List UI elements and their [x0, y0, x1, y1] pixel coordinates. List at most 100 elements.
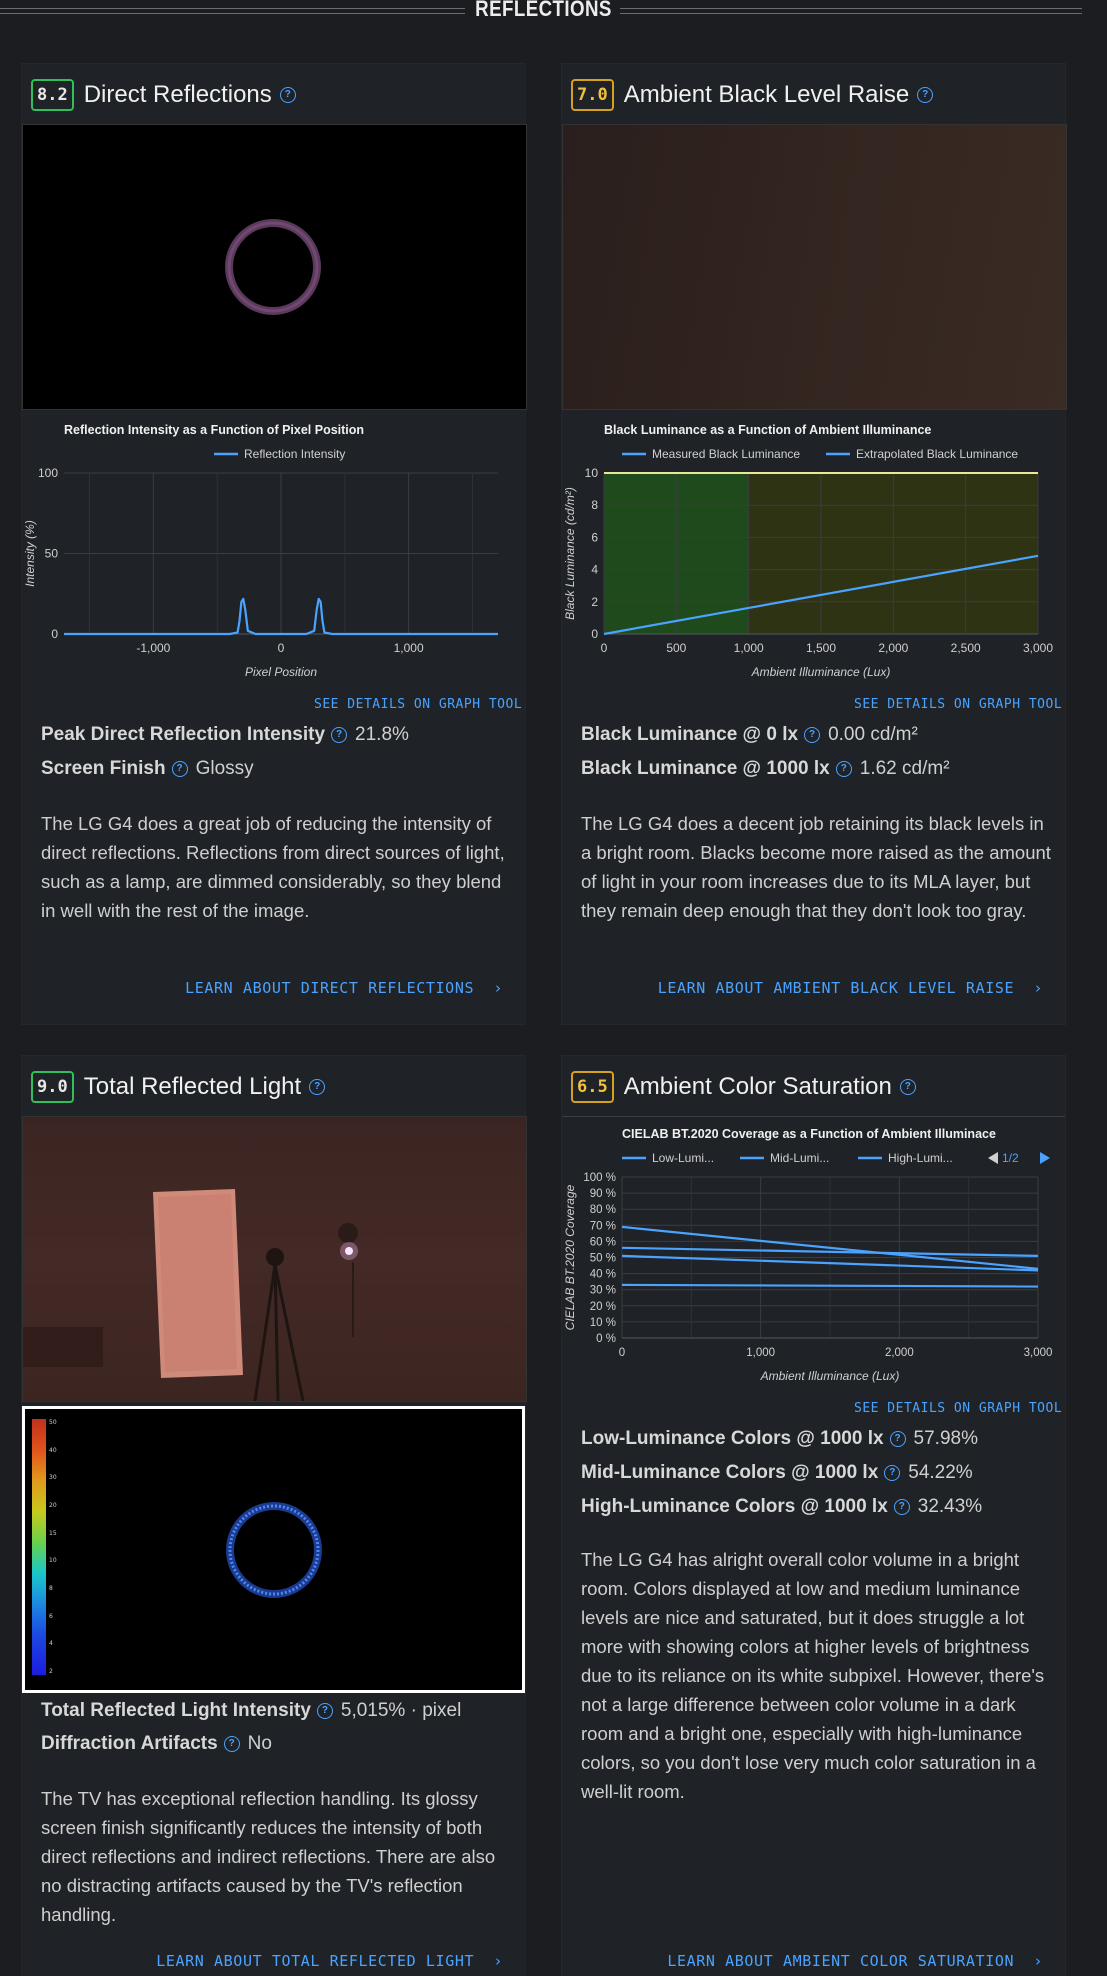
metric-value: 1.62 cd/m² [859, 758, 950, 779]
total-reflected-title: Total Reflected Light [83, 1073, 302, 1100]
chart-title: Black Luminance as a Function of Ambient… [604, 423, 931, 437]
x-axis-label: Ambient Illuminance (Lux) [751, 665, 891, 679]
help-icon[interactable]: ? [899, 1079, 916, 1095]
total-reflected-photo[interactable] [22, 1116, 527, 1402]
y-tick-label: 0 % [596, 1333, 616, 1345]
metric-value: 21.8% [355, 724, 409, 745]
help-icon[interactable]: ? [279, 87, 296, 103]
y-tick-label: 60 % [590, 1236, 616, 1248]
graph-tool-link[interactable]: SEE DETAILS ON GRAPH TOOL [854, 697, 1063, 712]
learn-color-saturation-link[interactable]: LEARN ABOUT AMBIENT COLOR SATURATION › [581, 1952, 1043, 1970]
chart-title: Reflection Intensity as a Function of Pi… [64, 423, 364, 437]
y-tick-label: 40 % [590, 1269, 616, 1281]
x-tick-label: 3,000 [1024, 1347, 1053, 1359]
learn-total-reflected-link[interactable]: LEARN ABOUT TOTAL REFLECTED LIGHT › [41, 1952, 503, 1970]
ambient-black-description: The LG G4 does a decent job retaining it… [581, 813, 1051, 921]
color-saturation-description: The LG G4 has alright overall color volu… [581, 1549, 1045, 1802]
y-tick-label: 100 [38, 466, 58, 480]
next-page-icon [1040, 1152, 1050, 1164]
metric-value: 54.22% [908, 1462, 973, 1483]
help-icon[interactable]: ? [889, 1431, 906, 1447]
metric-row: Mid-Luminance Colors @ 1000 lx ? 54.22% [581, 1462, 973, 1484]
x-axis-label: Pixel Position [245, 665, 317, 679]
x-tick-label: 3,000 [1023, 641, 1053, 655]
lamp-light [345, 1247, 353, 1255]
metric-row: Black Luminance @ 1000 lx ? 1.62 cd/m² [581, 758, 950, 780]
y-tick-label: 70 % [590, 1220, 616, 1232]
learn-link-label: LEARN ABOUT TOTAL REFLECTED LIGHT [156, 1952, 475, 1970]
graph-tool-link[interactable]: SEE DETAILS ON GRAPH TOOL [314, 697, 523, 712]
y-axis-label: CIELAB BT.2020 Coverage [563, 1184, 577, 1330]
learn-direct-reflections-link[interactable]: LEARN ABOUT DIRECT REFLECTIONS › [41, 979, 503, 997]
section-header: REFLECTIONS [0, 0, 1107, 24]
y-tick-label: 6 [591, 530, 598, 544]
learn-ambient-black-link[interactable]: LEARN ABOUT AMBIENT BLACK LEVEL RAISE › [581, 979, 1043, 997]
help-icon[interactable]: ? [316, 1703, 333, 1719]
series-line [603, 606, 749, 636]
x-tick-label: -1,000 [136, 641, 170, 655]
y-axis-label: Intensity (%) [23, 520, 37, 587]
total-reflected-score: 9.0 [31, 1071, 74, 1103]
graph-tool-link[interactable]: SEE DETAILS ON GRAPH TOOL [854, 1401, 1063, 1416]
color-saturation-chart[interactable]: CIELAB BT.2020 Coverage as a Function of… [562, 1124, 1065, 1394]
metric-label: Mid-Luminance Colors @ 1000 lx [581, 1462, 879, 1483]
reflection-intensity-chart[interactable]: Reflection Intensity as a Function of Pi… [22, 420, 525, 690]
section-title: REFLECTIONS [475, 0, 612, 21]
y-tick-label: 8 [591, 498, 598, 512]
scale-label: 8 [49, 1584, 53, 1592]
direct-reflections-description: The LG G4 does a great job of reducing t… [41, 813, 505, 921]
metric-label: Total Reflected Light Intensity [41, 1700, 311, 1721]
reflection-ring-image [225, 219, 321, 315]
x-tick-label: 1,000 [734, 641, 764, 655]
legend-page: 1/2 [1002, 1151, 1019, 1165]
direct-reflections-title: Direct Reflections [83, 81, 272, 108]
series-line [748, 554, 1039, 609]
black-luminance-chart[interactable]: Black Luminance as a Function of Ambient… [562, 420, 1065, 690]
color-saturation-title: Ambient Color Saturation [623, 1073, 892, 1100]
y-tick-label: 100 % [583, 1172, 616, 1184]
y-tick-label: 4 [591, 563, 598, 577]
learn-link-label: LEARN ABOUT AMBIENT COLOR SATURATION [667, 1952, 1015, 1970]
help-icon[interactable]: ? [835, 761, 852, 777]
metric-row: High-Luminance Colors @ 1000 lx ? 32.43% [581, 1496, 982, 1518]
help-icon[interactable]: ? [171, 761, 188, 777]
y-tick-label: 0 [591, 627, 598, 641]
x-tick-label: 0 [619, 1347, 625, 1359]
metric-value: 57.98% [913, 1428, 978, 1449]
metric-label: Black Luminance @ 1000 lx [581, 758, 830, 779]
help-icon[interactable]: ? [917, 87, 934, 103]
help-icon[interactable]: ? [804, 727, 821, 743]
legend-label: Reflection Intensity [244, 447, 345, 461]
series-line [621, 1225, 1039, 1270]
reflection-heatmap[interactable]: 50 40 30 20 15 10 8 6 4 2 [22, 1406, 525, 1693]
help-icon[interactable]: ? [223, 1736, 240, 1752]
scale-label: 6 [49, 1612, 53, 1620]
y-tick-label: 80 % [590, 1204, 616, 1216]
x-tick-label: 1,500 [806, 641, 836, 655]
series-line [621, 1246, 1039, 1257]
x-tick-label: 0 [601, 641, 608, 655]
ambient-black-title: Ambient Black Level Raise [623, 81, 910, 108]
x-tick-label: 500 [666, 641, 686, 655]
help-icon[interactable]: ? [331, 727, 348, 743]
scale-label: 40 [49, 1446, 57, 1454]
help-icon[interactable]: ? [309, 1079, 326, 1095]
x-tick-label: 2,500 [951, 641, 981, 655]
help-icon[interactable]: ? [884, 1465, 901, 1481]
x-tick-label: 0 [278, 641, 285, 655]
metric-label: Peak Direct Reflection Intensity [41, 724, 326, 745]
heatmap-ring [226, 1502, 322, 1598]
y-axis-label: Black Luminance (cd/m²) [563, 487, 577, 620]
direct-reflections-photo[interactable] [22, 124, 527, 410]
y-tick-label: 20 % [590, 1301, 616, 1313]
help-icon[interactable]: ? [893, 1499, 910, 1515]
y-tick-label: 2 [591, 595, 598, 609]
metric-label: Screen Finish [41, 758, 166, 779]
scale-label: 2 [49, 1667, 53, 1675]
y-tick-label: 10 [585, 466, 599, 480]
y-tick-label: 90 % [590, 1188, 616, 1200]
series-line [64, 597, 498, 636]
ambient-black-photo[interactable] [562, 124, 1067, 410]
y-tick-label: 10 % [590, 1317, 616, 1329]
metric-value: 32.43% [917, 1496, 983, 1517]
